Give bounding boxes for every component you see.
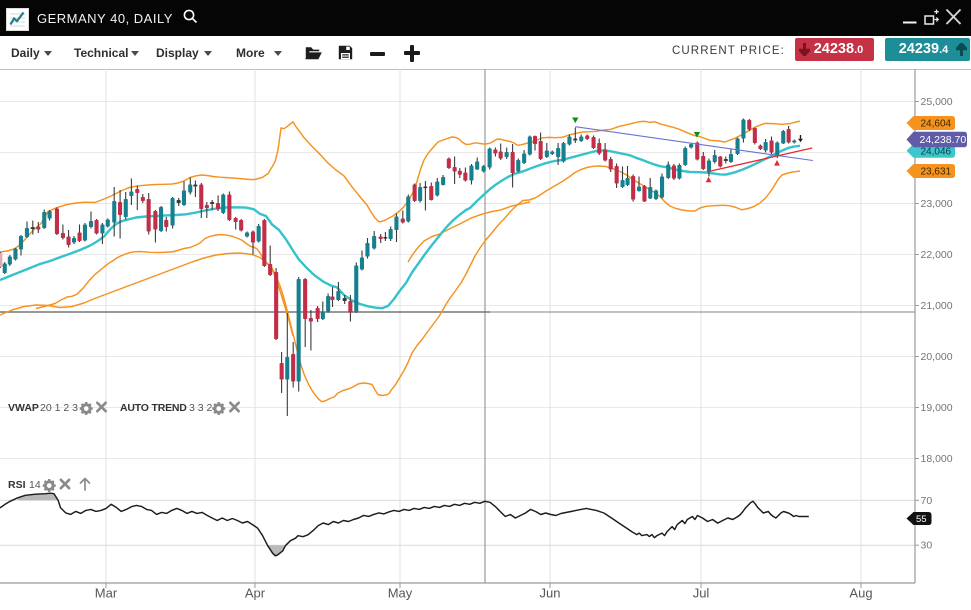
svg-text:20,000: 20,000 (921, 351, 953, 363)
svg-text:21,000: 21,000 (921, 300, 953, 312)
svg-text:30: 30 (921, 540, 933, 552)
svg-text:24,604: 24,604 (921, 119, 952, 130)
svg-text:25,000: 25,000 (921, 96, 953, 108)
svg-text:RSI: RSI (8, 479, 26, 491)
svg-text:Aug: Aug (849, 586, 872, 601)
svg-text:24,238.70: 24,238.70 (920, 134, 967, 146)
svg-text:Jul: Jul (693, 586, 710, 601)
svg-text:22,000: 22,000 (921, 249, 953, 261)
svg-text:18,000: 18,000 (921, 453, 953, 465)
svg-text:Jun: Jun (540, 586, 561, 601)
svg-text:70: 70 (921, 495, 933, 507)
svg-text:55: 55 (916, 514, 927, 525)
svg-text:AUTO TREND: AUTO TREND (120, 402, 187, 414)
svg-text:20 1 2 3: 20 1 2 3 (40, 402, 78, 414)
svg-text:May: May (388, 586, 413, 601)
svg-text:VWAP: VWAP (8, 402, 39, 414)
svg-text:Mar: Mar (95, 586, 118, 601)
svg-text:24,046: 24,046 (921, 146, 952, 157)
svg-text:23,631: 23,631 (921, 167, 952, 178)
svg-text:Apr: Apr (245, 586, 266, 601)
svg-text:14: 14 (29, 479, 41, 491)
svg-text:23,000: 23,000 (921, 198, 953, 210)
svg-text:19,000: 19,000 (921, 402, 953, 414)
svg-text:3 3 2: 3 3 2 (189, 402, 213, 414)
